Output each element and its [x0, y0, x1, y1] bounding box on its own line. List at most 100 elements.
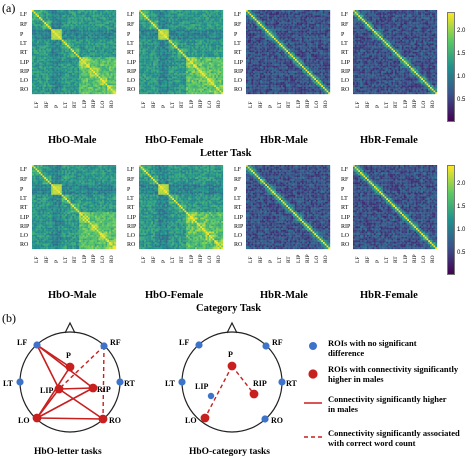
matrix-letter-hbo-female: LF RF P LT RT LIP RIP LO RO LF RF P LT RT LIP RIP LO RO — [127, 8, 227, 118]
matrix-x-tick-label: RF — [43, 256, 50, 263]
roi-label: P — [66, 351, 71, 360]
roi-dot-rip — [249, 389, 259, 399]
roi-label: LIP — [40, 386, 53, 395]
roi-dot-ro — [98, 414, 108, 424]
diagram-title: HbO-category tasks — [189, 447, 270, 457]
roi-dot-lo — [32, 413, 42, 423]
matrix-y-tick-label: RF — [20, 21, 28, 28]
roi-label: LO — [185, 416, 197, 425]
matrix-x-tick-label: RF — [257, 256, 264, 263]
matrix-y-tick-label: RO — [20, 86, 29, 93]
matrix-x-tick-label: RT — [71, 256, 78, 263]
matrix-y-tick-label: RIP — [341, 69, 351, 76]
matrix-category-hbo-male: LF RF P LT RT LIP RIP LO RO LF RF P LT RT LIP RIP LO RO — [20, 163, 120, 273]
matrix-title: HbR-Female — [360, 290, 418, 301]
matrix-x-tick-label: LO — [99, 100, 106, 108]
roi-dot-lf — [195, 341, 203, 349]
matrix-title: HbR-Male — [260, 135, 308, 146]
matrix-x-tick-label: LO — [206, 255, 213, 263]
matrix-x-tick-label: LF — [34, 101, 41, 108]
matrix-y-tick-label: RT — [20, 204, 28, 211]
matrix-y-tick-label: LF — [20, 167, 28, 174]
matrix-y-tick-label: RT — [127, 204, 135, 211]
matrix-y-tick-label: P — [20, 31, 24, 38]
roi-dot-lt — [16, 378, 24, 386]
colorbar-tick: 1.5 — [457, 51, 466, 57]
matrix-x-tick-label: LO — [99, 255, 106, 263]
matrix-x-tick-label: RF — [364, 101, 371, 108]
matrix-y-tick-label: LO — [127, 232, 135, 239]
roi-label: RO — [271, 416, 283, 425]
matrix-heatmap — [32, 165, 117, 250]
legend-dashed-line-text: Connectivity significantly associated wi… — [328, 428, 460, 448]
matrix-y-tick-label: P — [234, 186, 238, 193]
matrix-y-tick-label: RO — [127, 241, 136, 248]
matrix-y-tick-label: RIP — [234, 224, 244, 231]
matrix-y-tick-label: LT — [341, 196, 348, 203]
matrix-y-tick-label: RF — [341, 176, 349, 183]
matrix-x-tick-label: LO — [313, 100, 320, 108]
matrix-x-tick-label: LIP — [295, 99, 302, 108]
matrix-y-tick-label: P — [341, 31, 345, 38]
matrix-title: HbO-Female — [145, 290, 204, 301]
matrix-y-tick-label: RO — [234, 86, 243, 93]
matrix-x-tick-label: RIP — [198, 99, 205, 108]
roi-dot-rf — [262, 342, 270, 350]
matrix-y-tick-label: LT — [127, 196, 134, 203]
matrix-x-tick-label: RT — [285, 101, 292, 108]
matrix-x-tick-label: RIP — [91, 254, 98, 263]
matrix-x-tick-label: RF — [150, 101, 157, 108]
matrix-x-tick-label: LT — [170, 101, 177, 108]
matrix-x-tick-label: RF — [43, 101, 50, 108]
matrix-y-tick-label: LF — [234, 12, 242, 19]
matrix-y-tick-label: LO — [20, 232, 28, 239]
matrix-x-tick-label: LIP — [188, 99, 195, 108]
colorbar-tick: 0.5 — [457, 97, 466, 103]
matrix-x-tick-label: LO — [420, 255, 427, 263]
matrix-x-tick-label: P — [267, 104, 274, 108]
matrix-x-tick-label: LF — [355, 256, 362, 263]
matrix-letter-hbr-female: LF RF P LT RT LIP RIP LO RO LF RF P LT RT LIP RIP LO RO — [341, 8, 441, 118]
panel-a-label: (a) — [2, 1, 16, 15]
matrix-y-tick-label: RT — [234, 204, 242, 211]
matrix-y-tick-label: RIP — [20, 69, 30, 76]
legend-blue-dot-text: ROIs with no significant difference — [328, 338, 417, 358]
matrix-y-tick-label: LO — [20, 77, 28, 84]
matrix-y-tick-label: LO — [234, 232, 242, 239]
colorbar-tick: 1.5 — [457, 204, 466, 210]
matrix-x-tick-label: LT — [63, 101, 70, 108]
roi-label: LF — [17, 338, 27, 347]
roi-dot-ro — [261, 415, 269, 423]
matrix-x-tick-label: RIP — [305, 254, 312, 263]
matrix-x-tick-label: RIP — [305, 99, 312, 108]
roi-dot-rip — [88, 383, 98, 393]
matrix-y-tick-label: RT — [341, 49, 349, 56]
roi-label: RIP — [253, 379, 267, 388]
matrix-y-tick-label: RIP — [341, 224, 351, 231]
matrix-x-tick-label: LO — [206, 100, 213, 108]
matrix-y-tick-label: RO — [341, 241, 350, 248]
matrix-y-tick-label: RO — [20, 241, 29, 248]
matrix-y-tick-label: P — [20, 186, 24, 193]
diagram-title: HbO-letter tasks — [34, 447, 102, 457]
matrix-y-tick-label: RF — [127, 176, 135, 183]
matrix-y-tick-label: LO — [341, 77, 349, 84]
connectivity-diagrams: LF RF P LT RT LIP RIP LO RO HbO-letter t… — [3, 321, 297, 457]
matrix-y-tick-label: RF — [20, 176, 28, 183]
matrix-letter-hbr-male: LF RF P LT RT LIP RIP LO RO LF RF P LT RT LIP RIP LO RO — [234, 8, 334, 118]
matrix-heatmap — [246, 10, 331, 95]
colorbar-tick: 0.5 — [457, 250, 466, 256]
roi-dot-rt — [116, 378, 124, 386]
legend-blue-dot-icon — [309, 342, 317, 350]
matrix-y-tick-label: RT — [20, 49, 28, 56]
legend-symbols — [304, 342, 322, 438]
matrix-letter-hbo-male: LF RF P LT RT LIP RIP LO RO LF RF P LT RT LIP RIP LO RO — [20, 8, 120, 118]
matrix-x-tick-label: LF — [34, 256, 41, 263]
matrix-category-hbr-female: LF RF P LT RT LIP RIP LO RO LF RF P LT RT LIP RIP LO RO — [341, 163, 441, 273]
matrix-x-tick-label: LIP — [402, 254, 409, 263]
roi-label: RO — [109, 416, 121, 425]
matrix-category-hbo-female: LF RF P LT RT LIP RIP LO RO LF RF P LT RT LIP RIP LO RO — [127, 163, 227, 273]
matrix-x-tick-label: P — [160, 259, 167, 263]
matrix-x-tick-label: RO — [322, 100, 329, 108]
roi-dot-lip — [207, 392, 215, 400]
